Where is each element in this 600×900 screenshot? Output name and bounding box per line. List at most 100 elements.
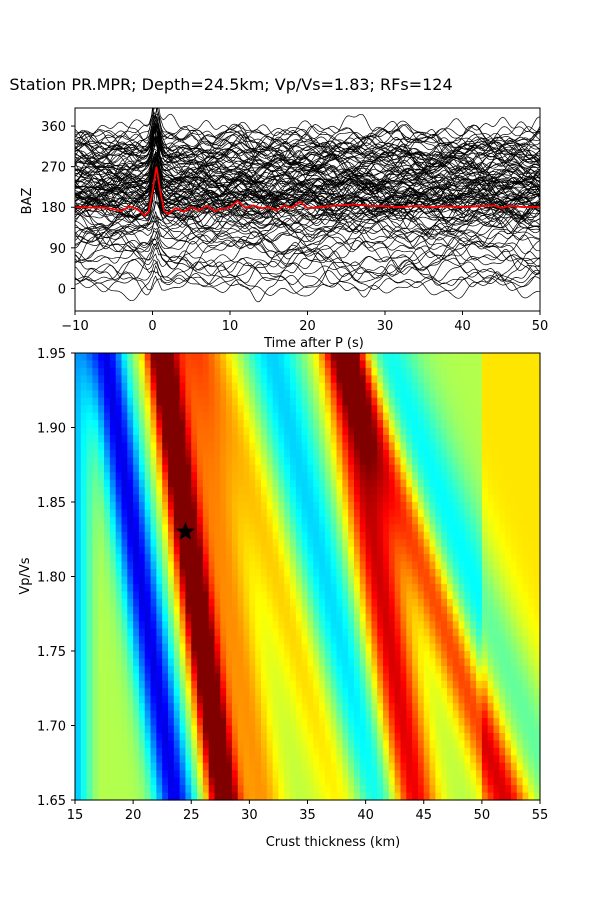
heatmap-cell [202, 576, 210, 585]
heatmap-cell [371, 405, 378, 414]
heatmap-cell [115, 718, 123, 727]
heatmap-cell [493, 583, 500, 592]
heatmap-cell [150, 442, 157, 451]
heatmap-cell [441, 688, 448, 697]
heatmap-cell [214, 770, 221, 779]
heatmap-cell [505, 516, 512, 525]
heatmap-cell [522, 598, 529, 607]
heatmap-cell [185, 695, 192, 704]
heatmap-cell [522, 494, 529, 503]
heatmap-cell [98, 695, 105, 704]
heatmap-cell [220, 695, 227, 704]
heatmap-cell [510, 651, 518, 660]
heatmap-cell [528, 680, 535, 689]
heatmap-cell [464, 509, 471, 518]
heatmap-cell [435, 725, 442, 734]
heatmap-cell [220, 390, 227, 399]
heatmap-cell [156, 412, 163, 421]
heatmap-cell [505, 457, 512, 466]
heatmap-cell [243, 390, 250, 399]
heatmap-cell [324, 710, 332, 719]
heatmap-cell [336, 502, 343, 511]
heatmap-cell [313, 747, 320, 756]
heatmap-cell [388, 472, 396, 481]
heatmap-cell [447, 405, 454, 414]
receiver-function-trace [75, 223, 540, 255]
heatmap-cell [98, 375, 105, 384]
heatmap-cell [336, 360, 343, 369]
heatmap-cell [307, 487, 314, 496]
heatmap-cell [452, 375, 460, 384]
heatmap-cell [284, 502, 291, 511]
heatmap-cell [197, 680, 204, 689]
heatmap-cell [243, 770, 250, 779]
heatmap-cell [383, 487, 390, 496]
heatmap-cell [104, 531, 111, 540]
heatmap-cell [185, 487, 192, 496]
heatmap-cell [127, 427, 134, 436]
heatmap-cell [307, 621, 314, 630]
heatmap-cell [98, 457, 105, 466]
heatmap-cell [534, 762, 541, 771]
heatmap-cell [441, 777, 448, 786]
heatmap-cell [406, 516, 413, 525]
heatmap-cell [168, 718, 175, 727]
heatmap-cell [237, 785, 245, 794]
heatmap-cell [249, 643, 256, 652]
heatmap-cell [104, 785, 111, 794]
heatmap-cell [185, 643, 192, 652]
receiver-function-trace [75, 205, 540, 242]
heatmap-cell [295, 509, 303, 518]
heatmap-cell [266, 636, 274, 645]
heatmap-cell [388, 382, 396, 391]
heatmap-cell [191, 397, 198, 406]
heatmap-cell [447, 680, 454, 689]
heatmap-cell [505, 390, 512, 399]
heatmap-cell [173, 360, 181, 369]
heatmap-cell [330, 390, 338, 399]
heatmap-cell [487, 546, 495, 555]
heatmap-cell [226, 479, 233, 488]
heatmap-cell [400, 353, 407, 362]
heatmap-cell [371, 502, 378, 511]
heatmap-cell [394, 516, 402, 525]
heatmap-cell [342, 725, 349, 734]
heatmap-cell [499, 360, 506, 369]
heatmap-cell [179, 472, 187, 481]
heatmap-cell [173, 494, 181, 503]
heatmap-cell [168, 651, 175, 660]
heatmap-cell [324, 561, 332, 570]
heatmap-cell [377, 658, 384, 667]
heatmap-cell [104, 367, 111, 376]
heatmap-cell [98, 680, 105, 689]
heatmap-cell [354, 583, 361, 592]
heatmap-cell [121, 360, 128, 369]
heatmap-cell [156, 449, 163, 458]
receiver-function-trace [75, 260, 540, 293]
heatmap-cell [104, 703, 111, 712]
heatmap-cell [371, 576, 378, 585]
receiver-function-trace [75, 165, 540, 209]
heatmap-cell [487, 703, 495, 712]
heatmap-cell [249, 755, 256, 764]
heatmap-cell [185, 665, 192, 674]
heatmap-cell [237, 442, 245, 451]
heatmap-cell [342, 442, 349, 451]
heatmap-cell [412, 770, 419, 779]
heatmap-cell [255, 442, 262, 451]
heatmap-cell [383, 569, 390, 578]
heatmap-cell [104, 353, 111, 362]
heatmap-cell [138, 770, 146, 779]
heatmap-cell [272, 576, 280, 585]
heatmap-cell [243, 405, 250, 414]
heatmap-cell [80, 785, 88, 794]
heatmap-cell [487, 539, 495, 548]
heatmap-cell [412, 703, 419, 712]
heatmap-cell [278, 688, 285, 697]
heatmap-cell [313, 457, 320, 466]
heatmap-cell [231, 703, 239, 712]
heatmap-cell [505, 598, 512, 607]
heatmap-cell [266, 390, 274, 399]
heatmap-cell [109, 367, 117, 376]
heatmap-cell [481, 516, 489, 525]
